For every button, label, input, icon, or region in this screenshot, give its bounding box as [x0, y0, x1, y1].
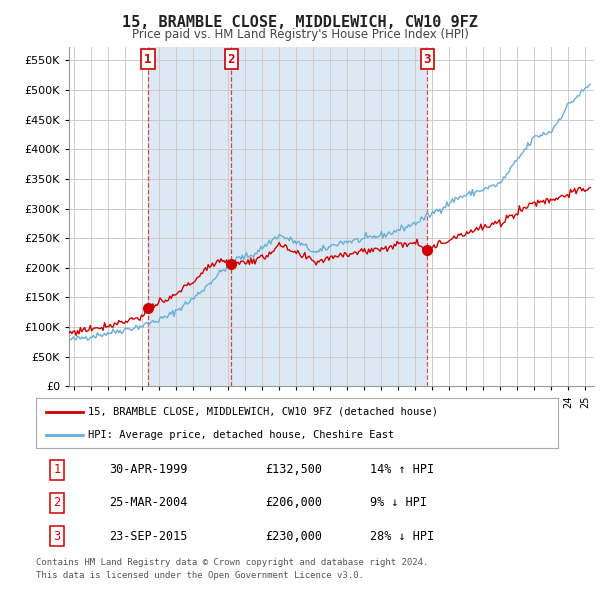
Text: 2: 2: [227, 53, 235, 65]
Text: Contains HM Land Registry data © Crown copyright and database right 2024.: Contains HM Land Registry data © Crown c…: [36, 558, 428, 566]
Text: 30-APR-1999: 30-APR-1999: [109, 463, 187, 477]
Text: This data is licensed under the Open Government Licence v3.0.: This data is licensed under the Open Gov…: [36, 571, 364, 579]
Text: £206,000: £206,000: [266, 496, 323, 510]
Text: 28% ↓ HPI: 28% ↓ HPI: [370, 529, 434, 543]
Text: 1: 1: [144, 53, 152, 65]
Text: 15, BRAMBLE CLOSE, MIDDLEWICH, CW10 9FZ: 15, BRAMBLE CLOSE, MIDDLEWICH, CW10 9FZ: [122, 15, 478, 30]
Text: £132,500: £132,500: [266, 463, 323, 477]
Text: 1: 1: [53, 463, 61, 477]
Bar: [148, 47, 427, 386]
Text: 25-MAR-2004: 25-MAR-2004: [109, 496, 187, 510]
Text: 15, BRAMBLE CLOSE, MIDDLEWICH, CW10 9FZ (detached house): 15, BRAMBLE CLOSE, MIDDLEWICH, CW10 9FZ …: [88, 407, 438, 417]
Text: 14% ↑ HPI: 14% ↑ HPI: [370, 463, 434, 477]
Text: 2: 2: [53, 496, 61, 510]
Text: HPI: Average price, detached house, Cheshire East: HPI: Average price, detached house, Ches…: [88, 430, 394, 440]
Text: 9% ↓ HPI: 9% ↓ HPI: [370, 496, 427, 510]
Text: £230,000: £230,000: [266, 529, 323, 543]
Text: 3: 3: [424, 53, 431, 65]
Text: Price paid vs. HM Land Registry's House Price Index (HPI): Price paid vs. HM Land Registry's House …: [131, 28, 469, 41]
Text: 23-SEP-2015: 23-SEP-2015: [109, 529, 187, 543]
Text: 3: 3: [53, 529, 61, 543]
